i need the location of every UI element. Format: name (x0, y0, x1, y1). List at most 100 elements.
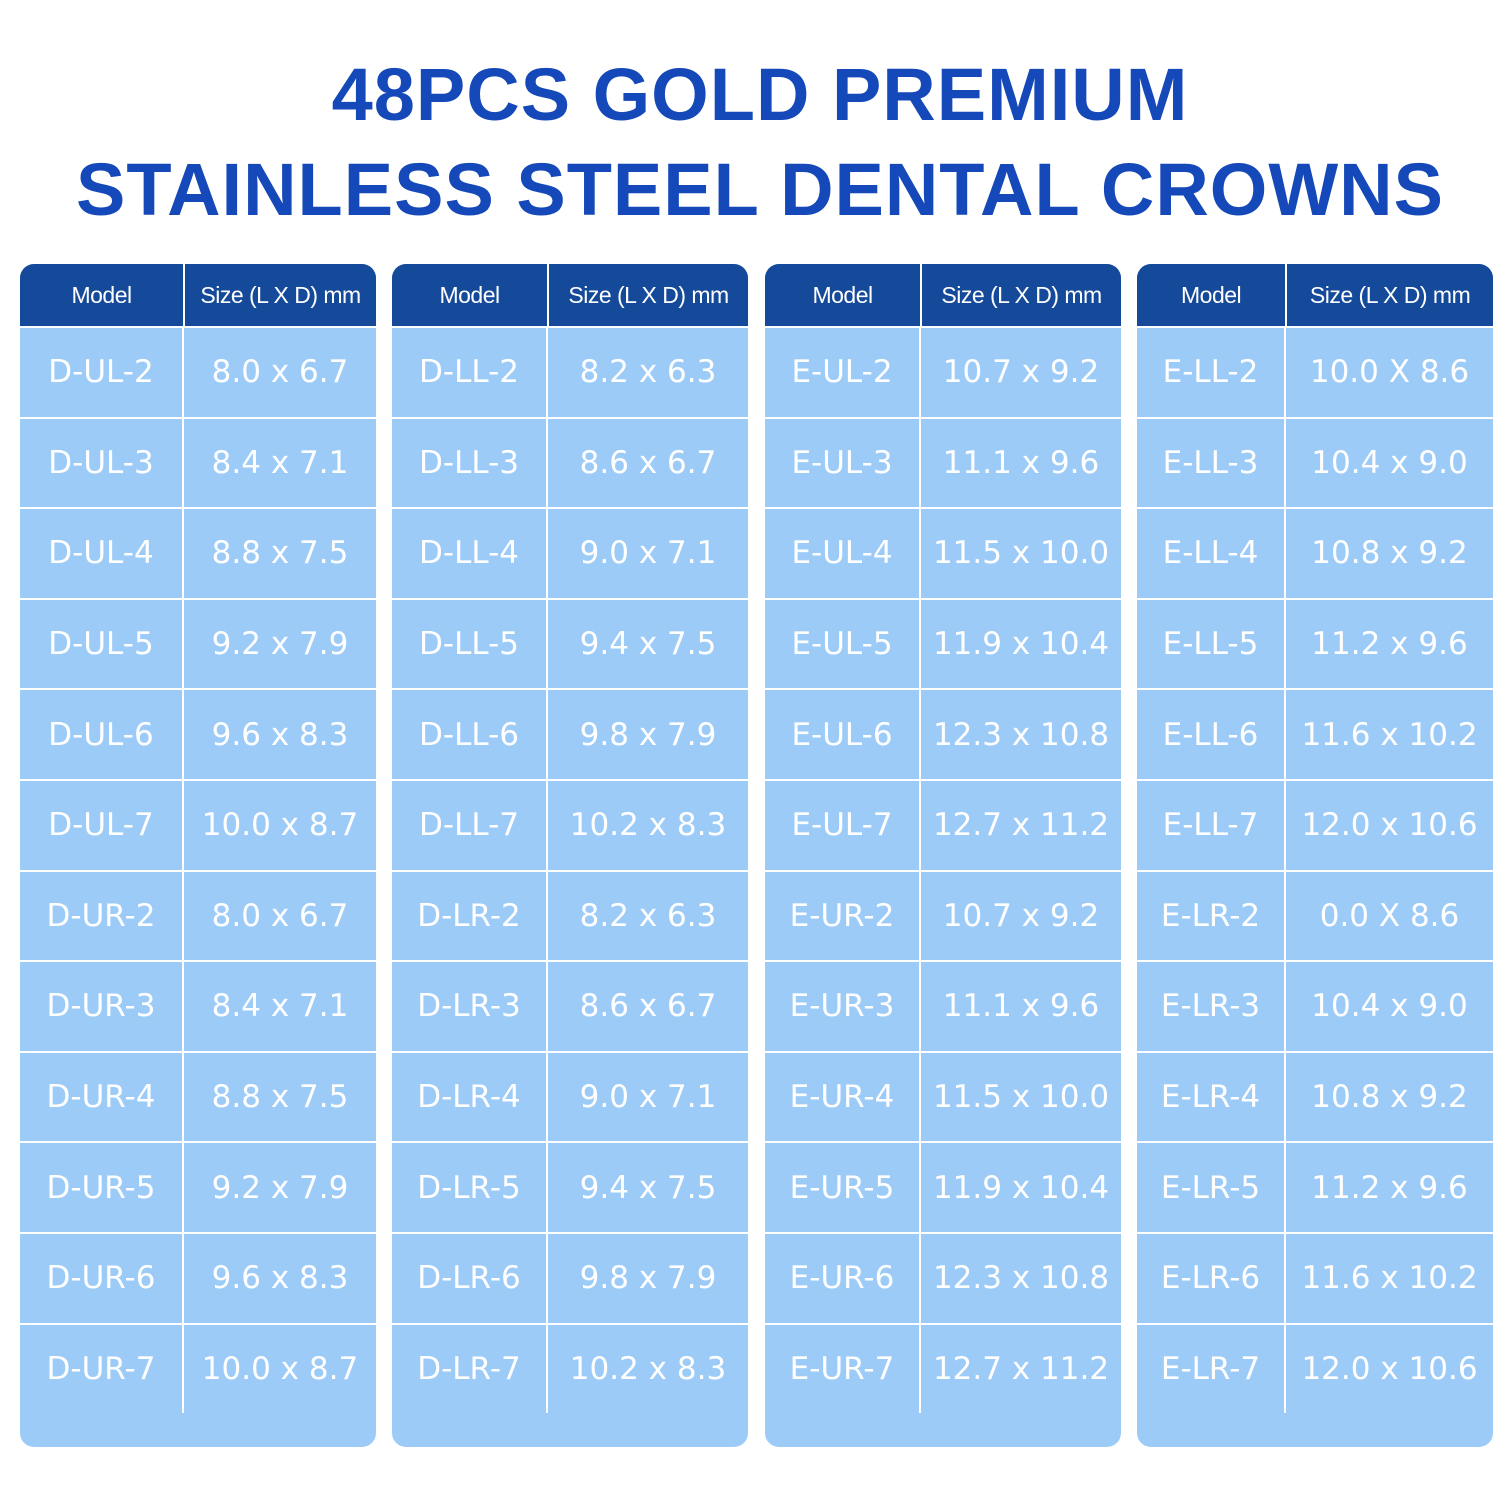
model-cell: E-UL-7 (765, 780, 921, 870)
size-cell: 10.7 x 9.2 (942, 354, 1100, 391)
model-cell: E-UR-7 (765, 1324, 921, 1414)
header-model: Model (1137, 264, 1288, 326)
model-cell: D-LR-7 (392, 1324, 548, 1414)
model-cell: D-LL-7 (392, 780, 548, 870)
size-cell: 11.6 x 10.2 (1301, 716, 1478, 753)
table-row: D-UR-5 9.2 x 7.9 (20, 1141, 376, 1232)
model-cell: E-LL-7 (1137, 780, 1286, 870)
table-row: E-LR-5 11.2 x 9.6 (1137, 1141, 1493, 1232)
model-cell: E-LL-6 (1137, 690, 1286, 779)
size-cell: 9.6 x 8.3 (211, 716, 349, 753)
model-cell: D-LR-5 (392, 1143, 548, 1232)
model-cell: D-UL-2 (20, 328, 184, 417)
size-cell: 9.8 x 7.9 (579, 716, 717, 753)
size-cell: 9.0 x 7.1 (579, 1079, 717, 1116)
table-row: E-UR-3 11.1 x 9.6 (765, 960, 1121, 1051)
model-cell: D-LR-2 (392, 871, 548, 961)
table-body: D-UL-2 8.0 x 6.7 D-UL-3 8.4 x 7.1 D-UL-4 8.8 … (20, 326, 376, 1414)
model-cell: D-UL-6 (20, 690, 184, 779)
table-row: E-UL-3 11.1 x 9.6 (765, 416, 1121, 508)
model-cell: E-UR-2 (765, 871, 921, 961)
size-cell: 10.4 x 9.0 (1311, 444, 1468, 481)
model-cell: E-UL-6 (765, 690, 921, 779)
table-row: D-LL-5 9.4 x 7.5 (392, 597, 748, 689)
table-row: E-UR-2 10.7 x 9.2 (765, 869, 1121, 961)
size-cell: 10.8 x 9.2 (1311, 1079, 1468, 1116)
table-row: E-UL-6 12.3 x 10.8 (765, 688, 1121, 779)
table-row: D-LR-3 8.6 x 6.7 (392, 960, 748, 1051)
table-row: D-UL-3 8.4 x 7.1 (20, 416, 376, 508)
table-row: D-UL-6 9.6 x 8.3 (20, 688, 376, 779)
model-cell: E-LL-4 (1137, 509, 1286, 598)
model-cell: D-UL-5 (20, 599, 184, 689)
size-cell: 9.8 x 7.9 (579, 1260, 717, 1297)
size-cell: 11.9 x 10.4 (932, 1169, 1110, 1206)
size-cell: 12.3 x 10.8 (932, 716, 1110, 753)
size-table-4: Model Size (L X D) mm E-LL-2 10.0 X 8.6 E-… (1137, 264, 1493, 1447)
table-row: D-LR-7 10.2 x 8.3 (392, 1322, 748, 1414)
table-row: E-UR-7 12.7 x 11.2 (765, 1322, 1121, 1414)
model-cell: E-UR-3 (765, 962, 921, 1051)
size-cell: 10.8 x 9.2 (1311, 535, 1468, 572)
model-cell: D-UL-7 (20, 780, 184, 870)
table-row: D-UL-2 8.0 x 6.7 (20, 326, 376, 417)
table-row: D-LL-3 8.6 x 6.7 (392, 416, 748, 508)
size-cell: 12.3 x 10.8 (932, 1260, 1110, 1297)
size-cell: 12.7 x 11.2 (932, 1350, 1110, 1387)
table-row: D-UL-5 9.2 x 7.9 (20, 597, 376, 689)
model-cell: E-LR-7 (1137, 1324, 1286, 1414)
size-cell: 11.1 x 9.6 (942, 988, 1100, 1025)
size-cell: 11.1 x 9.6 (942, 444, 1100, 481)
table-row: E-UL-2 10.7 x 9.2 (765, 326, 1121, 417)
size-tables: Model Size (L X D) mm D-UL-2 8.0 x 6.7 D-U… (0, 264, 1500, 1449)
table-row: E-LL-6 11.6 x 10.2 (1137, 688, 1493, 779)
table-row: D-LL-4 9.0 x 7.1 (392, 507, 748, 598)
table-row: E-UR-5 11.9 x 10.4 (765, 1141, 1121, 1232)
size-cell: 8.4 x 7.1 (211, 988, 349, 1025)
header-size: Size (L X D) mm (568, 281, 729, 308)
size-cell: 8.8 x 7.5 (211, 535, 349, 572)
size-cell: 8.0 x 6.7 (211, 354, 349, 391)
header-size: Size (L X D) mm (200, 281, 361, 308)
model-cell: D-LL-3 (392, 418, 548, 508)
size-cell: 11.6 x 10.2 (1301, 1260, 1478, 1297)
table-row: D-LR-2 8.2 x 6.3 (392, 869, 748, 961)
table-row: E-LL-7 12.0 x 10.6 (1137, 778, 1493, 870)
size-cell: 8.0 x 6.7 (211, 897, 349, 934)
model-cell: D-UR-6 (20, 1233, 184, 1323)
table-row: D-UL-7 10.0 x 8.7 (20, 778, 376, 870)
size-cell: 11.2 x 9.6 (1311, 1169, 1468, 1206)
table-header: Model Size (L X D) mm (20, 264, 376, 326)
size-cell: 9.6 x 8.3 (211, 1260, 349, 1297)
size-cell: 12.7 x 11.2 (932, 807, 1110, 844)
page-title-line-2: STAINLESS STEEL DENTAL CROWNS (76, 148, 1444, 231)
size-table-3: Model Size (L X D) mm E-UL-2 10.7 x 9.2 E-… (765, 264, 1121, 1447)
table-row: E-UL-7 12.7 x 11.2 (765, 778, 1121, 870)
model-cell: E-LL-2 (1137, 328, 1286, 417)
model-cell: D-UR-2 (20, 871, 184, 961)
table-row: E-UL-4 11.5 x 10.0 (765, 507, 1121, 598)
header-model: Model (392, 264, 550, 326)
size-cell: 9.4 x 7.5 (579, 626, 717, 663)
model-cell: E-LR-5 (1137, 1143, 1286, 1232)
table-body: E-LL-2 10.0 X 8.6 E-LL-3 10.4 x 9.0 E-LL-4 10… (1137, 326, 1493, 1414)
table-body: D-LL-2 8.2 x 6.3 D-LL-3 8.6 x 6.7 D-LL-4 9.0 … (392, 326, 748, 1414)
page-title-line-1: 48PCS GOLD PREMIUM (331, 53, 1189, 136)
model-cell: D-UL-3 (20, 418, 184, 508)
table-header: Model Size (L X D) mm (1137, 264, 1493, 326)
model-cell: D-LL-5 (392, 599, 548, 689)
size-cell: 9.2 x 7.9 (211, 1169, 349, 1206)
model-cell: E-UR-6 (765, 1233, 921, 1323)
model-cell: D-LL-2 (392, 328, 548, 417)
table-row: E-LL-2 10.0 X 8.6 (1137, 326, 1493, 417)
model-cell: E-LR-6 (1137, 1233, 1286, 1323)
model-cell: D-UR-4 (20, 1052, 184, 1142)
model-cell: D-LL-6 (392, 690, 548, 779)
model-cell: E-UL-5 (765, 599, 921, 689)
table-row: E-LL-4 10.8 x 9.2 (1137, 507, 1493, 598)
size-cell: 8.6 x 6.7 (579, 988, 717, 1025)
model-cell: E-LR-4 (1137, 1052, 1286, 1142)
header-size: Size (L X D) mm (941, 281, 1102, 308)
size-cell: 8.2 x 6.3 (579, 354, 717, 391)
model-cell: E-UR-4 (765, 1052, 921, 1142)
